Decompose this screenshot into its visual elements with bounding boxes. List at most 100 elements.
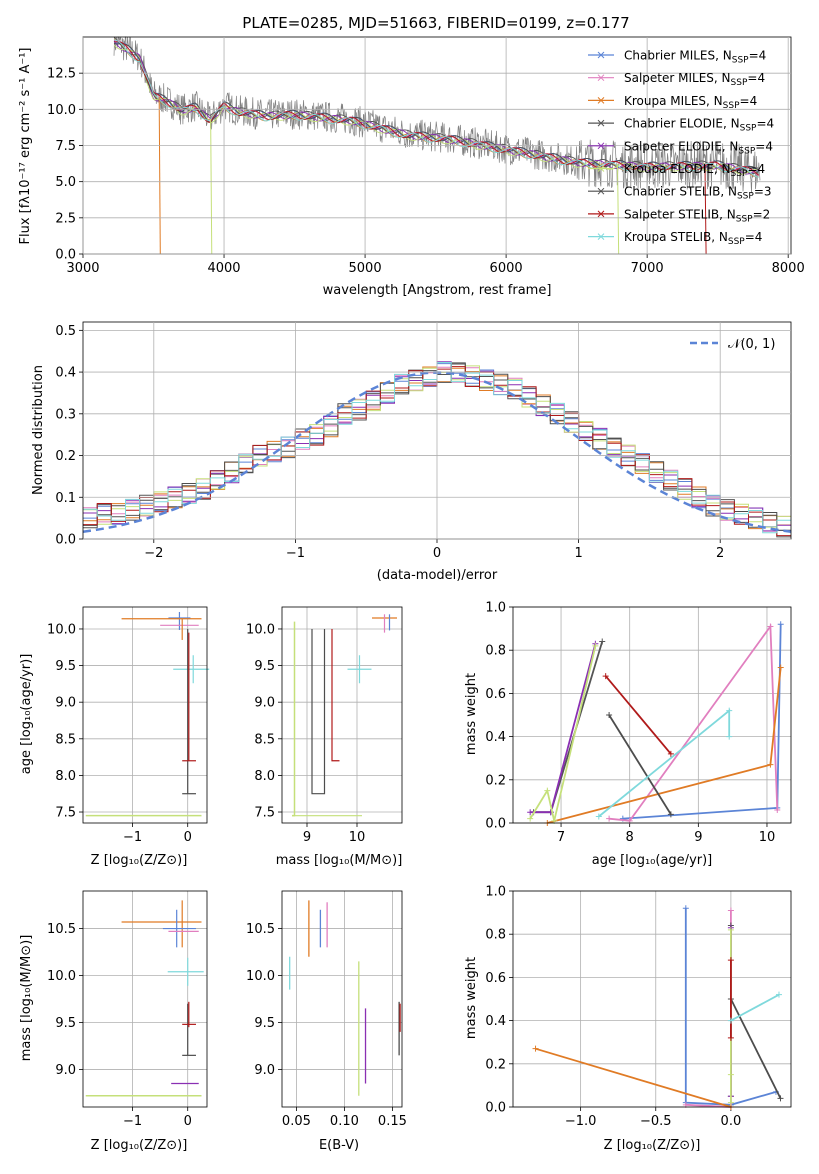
tick-label-y: 0.4 xyxy=(485,1014,506,1029)
weight-point xyxy=(727,1071,734,1078)
legend-label: Kroupa ELODIE, NSSP=4 xyxy=(624,162,765,179)
legend-subscript: SSP xyxy=(723,101,740,111)
weight-vs-z-xlabel: Z [log₁₀(Z/Z⊙)] xyxy=(604,1138,701,1153)
tick-label-x: 7000 xyxy=(631,261,664,276)
weight-point xyxy=(777,664,784,671)
tick-label-y: 0.2 xyxy=(485,773,506,788)
legend-nssp: =4 xyxy=(747,162,765,176)
mass-vs-ebv-panel: 0.05 0.10 0.15 9.0 9.5 10.0 10.5 xyxy=(246,890,407,1129)
legend-subscript: SSP xyxy=(731,78,748,88)
ticks: −1.0 −0.5 0.0 0.0 0.2 0.4 0.6 0.8 1.0 xyxy=(485,885,791,1129)
tick-label-x: 3000 xyxy=(66,261,99,276)
tick-label-y: 10.0 xyxy=(47,969,76,984)
ticks: 9 10 7.5 8.0 8.5 9.0 9.5 10.0 xyxy=(246,607,402,845)
tick-label-y: 8.5 xyxy=(254,732,275,747)
tick-label-y: 0.3 xyxy=(55,407,76,422)
spectrum-xlabel: wavelength [Angstrom, rest frame] xyxy=(323,283,552,298)
panel-marks xyxy=(532,905,784,1110)
legend-subscript: SSP xyxy=(728,237,745,247)
tick-label-x: 0.0 xyxy=(721,1114,742,1129)
residuals-xlabel: (data-model)/error xyxy=(377,568,498,583)
tick-label-x: 1 xyxy=(574,546,582,561)
tick-label-y: 10.5 xyxy=(47,922,76,937)
legend-name: Salpeter ELODIE, N xyxy=(624,139,738,153)
legend-marker xyxy=(597,142,605,150)
legend-subscript: SSP xyxy=(736,214,753,224)
weight-point xyxy=(606,712,613,718)
tick-label-x: 0.15 xyxy=(378,1114,407,1129)
age-vs-z-ylabel: age [log₁₀(age/yr)] xyxy=(19,654,34,775)
legend-marker xyxy=(597,187,605,195)
legend-name: Kroupa STELIB, N xyxy=(624,230,728,244)
weight-point xyxy=(667,750,674,757)
tick-label-y: 0.6 xyxy=(485,687,506,702)
spectrum-panel: 3000 4000 5000 6000 7000 8000 0.0 2.5 5.0 7.5 10.0… xyxy=(18,36,805,298)
legend-name: Kroupa MILES, N xyxy=(624,94,723,108)
legend-label: Salpeter STELIB, NSSP=2 xyxy=(624,207,770,224)
legend-marker xyxy=(597,119,605,127)
tick-label-y: 10.0 xyxy=(246,969,275,984)
tick-label-y: 0.4 xyxy=(485,730,506,745)
weight-point xyxy=(606,815,613,822)
legend-marker xyxy=(597,233,605,240)
tick-label-y: 0.2 xyxy=(55,449,76,464)
panel-marks xyxy=(85,900,204,1097)
tick-label-y: 1.0 xyxy=(485,601,506,616)
weight-point xyxy=(682,905,689,912)
tick-label-y: 8.5 xyxy=(55,732,76,747)
weight-vs-age-panel: 7 8 9 10 0.0 0.2 0.4 0.6 0.8 1.0 xyxy=(485,601,792,845)
tick-label-x: −1 xyxy=(286,546,305,561)
weight-vs-z-ylabel: mass weight xyxy=(464,957,479,1039)
legend-marker xyxy=(597,210,605,218)
spectrum-artifact xyxy=(210,118,213,255)
legend-nssp: =4 xyxy=(749,49,767,63)
model-spectrum xyxy=(113,44,759,175)
weight-vs-z-panel: −1.0 −0.5 0.0 0.0 0.2 0.4 0.6 0.8 1.0 xyxy=(485,885,792,1129)
tick-label-y: 0.6 xyxy=(485,971,506,986)
weight-point xyxy=(777,621,784,628)
tick-label-x: 0.10 xyxy=(330,1114,359,1129)
weight-point xyxy=(727,1034,734,1041)
legend-name: Chabrier ELODIE, N xyxy=(624,117,740,131)
tick-label-y: 7.5 xyxy=(55,806,76,821)
legend-marker xyxy=(597,97,605,104)
ticks: 0.05 0.10 0.15 9.0 9.5 10.0 10.5 xyxy=(246,891,407,1129)
residuals-legend: 𝒩(0, 1) xyxy=(690,337,775,352)
tick-label-y: 0.0 xyxy=(55,248,76,263)
weight-series xyxy=(684,908,777,1106)
weight-point xyxy=(727,1099,734,1106)
tick-label-y: 9.0 xyxy=(55,696,76,711)
tick-label-y: 10.0 xyxy=(47,103,76,118)
weight-point xyxy=(667,811,674,818)
spectrum-lines xyxy=(113,36,761,255)
weight-point xyxy=(532,1045,539,1052)
tick-label-x: 0.05 xyxy=(282,1114,311,1129)
spectrum-artifact xyxy=(617,163,620,255)
tick-label-x: 9 xyxy=(694,830,702,845)
axes-frame xyxy=(512,890,792,1108)
tick-label-y: 7.5 xyxy=(254,806,275,821)
legend-marker xyxy=(597,74,605,82)
legend-subscript: SSP xyxy=(731,169,748,179)
legend-name: Chabrier MILES, N xyxy=(624,49,732,63)
mass-vs-z-panel: −1 0 9.0 9.5 10.0 10.5 xyxy=(47,890,208,1129)
model-spectrum xyxy=(113,39,759,178)
panel-marks xyxy=(292,614,397,817)
legend-label: Chabrier STELIB, NSSP=3 xyxy=(624,185,772,202)
panel-marks xyxy=(85,611,210,817)
tick-label-y: 9.0 xyxy=(55,1063,76,1078)
weight-point xyxy=(727,957,734,964)
model-spectrum xyxy=(114,41,760,176)
tick-label-x: 9 xyxy=(303,830,311,845)
weight-point xyxy=(527,815,534,822)
histogram-step xyxy=(83,365,791,528)
residuals-panel: −2 −1 0 1 2 0.0 0.1 0.2 0.3 0.4 0.5 𝒩(0, 1) (data-… xyxy=(31,321,792,583)
legend-nssp: =3 xyxy=(754,185,772,199)
tick-label-y: 5.0 xyxy=(55,175,76,190)
weight-series xyxy=(608,714,672,815)
weight-point xyxy=(727,926,734,933)
legend-name: Kroupa ELODIE, N xyxy=(624,162,731,176)
axes-frame xyxy=(82,890,208,1108)
age-vs-z-xlabel: Z [log₁₀(Z/Z⊙)] xyxy=(91,853,188,868)
weight-point xyxy=(544,787,551,794)
